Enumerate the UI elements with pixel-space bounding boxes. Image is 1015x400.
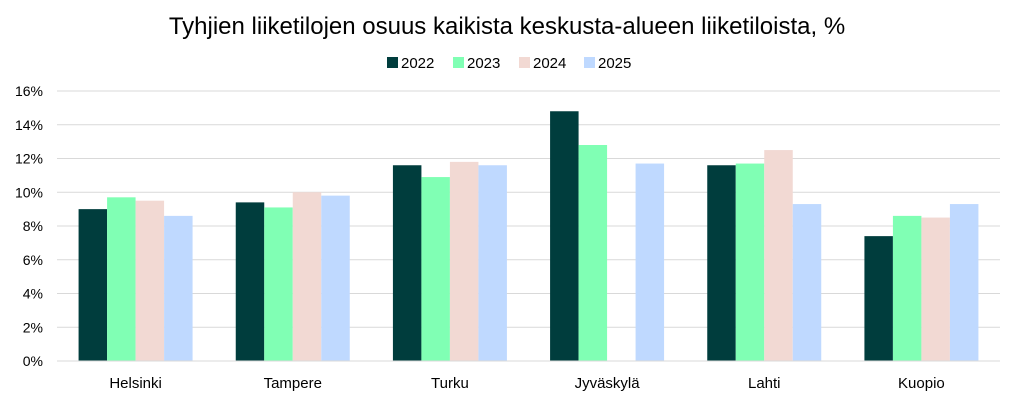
bar-2025-lahti bbox=[792, 204, 822, 361]
y-tick-label: 12% bbox=[15, 151, 43, 167]
bar-2022-helsinki bbox=[78, 209, 108, 362]
bar-2022-turku bbox=[392, 165, 422, 361]
bar-2023-tampere bbox=[264, 207, 293, 361]
y-axis-ticks: 0% 2% 4% 6% 8% 10% 12% 14% 16% bbox=[15, 83, 43, 369]
y-tick-label: 10% bbox=[15, 184, 43, 200]
x-tick-label: Lahti bbox=[748, 375, 781, 392]
legend-swatch-2024 bbox=[519, 57, 530, 68]
bar-2022-kuopio bbox=[864, 236, 893, 362]
legend-label: 2025 bbox=[598, 55, 631, 72]
x-tick-label: Helsinki bbox=[109, 375, 162, 392]
bar-2022-tampere bbox=[235, 202, 265, 362]
legend-swatch-2025 bbox=[584, 57, 595, 68]
gridlines bbox=[57, 90, 1000, 328]
bar-2024-helsinki bbox=[135, 200, 165, 361]
bar-2025-kuopio bbox=[949, 204, 979, 361]
bar-2025-tampere bbox=[321, 195, 350, 362]
x-tick-label: Tampere bbox=[264, 375, 322, 392]
y-tick-label: 2% bbox=[23, 319, 43, 335]
x-axis-labels: Helsinki Tampere Turku Jyväskylä Lahti Kuopio bbox=[109, 375, 944, 392]
legend-swatch-2023 bbox=[453, 57, 464, 68]
bar-2023-kuopio bbox=[892, 215, 922, 362]
bar-2024-lahti bbox=[764, 150, 793, 361]
y-tick-label: 6% bbox=[23, 252, 43, 268]
bar-2025-helsinki bbox=[164, 215, 193, 362]
bar-2023-turku bbox=[421, 177, 450, 361]
legend-label: 2022 bbox=[401, 55, 434, 72]
y-tick-label: 4% bbox=[23, 286, 43, 302]
legend-swatch-2022 bbox=[387, 57, 398, 68]
x-tick-label: Jyväskylä bbox=[575, 375, 641, 392]
bar-2022-jyväskylä bbox=[550, 111, 579, 361]
x-tick-label: Turku bbox=[431, 375, 469, 392]
bar-2025-turku bbox=[478, 165, 507, 361]
bar-2025-jyväskylä bbox=[635, 163, 665, 361]
y-tick-label: 16% bbox=[15, 83, 43, 99]
bar-2023-lahti bbox=[735, 163, 765, 361]
bar-2024-kuopio bbox=[921, 217, 950, 361]
y-tick-label: 0% bbox=[23, 353, 43, 369]
legend-label: 2024 bbox=[533, 55, 566, 72]
chart-title: Tyhjien liiketilojen osuus kaikista kesk… bbox=[169, 13, 845, 40]
y-tick-label: 14% bbox=[15, 117, 43, 133]
bar-2022-lahti bbox=[707, 165, 736, 361]
bars bbox=[78, 111, 979, 362]
bar-2024-turku bbox=[449, 161, 479, 362]
legend-label: 2023 bbox=[467, 55, 500, 72]
x-tick-label: Kuopio bbox=[898, 375, 945, 392]
bar-2023-helsinki bbox=[107, 197, 136, 361]
bar-2023-jyväskylä bbox=[578, 145, 608, 361]
legend: 2022 2023 2024 2025 bbox=[387, 55, 631, 72]
y-tick-label: 8% bbox=[23, 218, 43, 234]
bar-2024-tampere bbox=[292, 192, 322, 361]
